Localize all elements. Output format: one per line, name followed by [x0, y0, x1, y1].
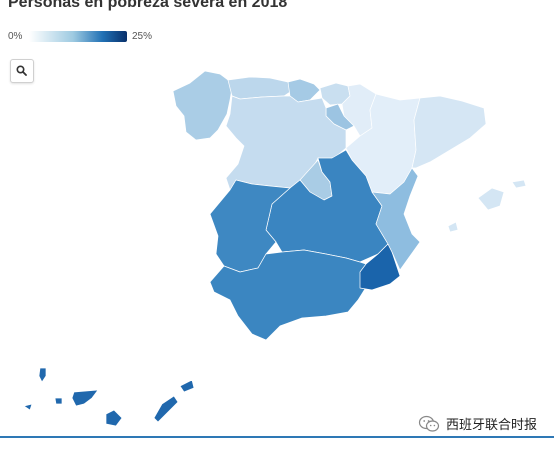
- region-canarias-fuerteventura[interactable]: [153, 395, 179, 423]
- region-canarias-tenerife[interactable]: [71, 389, 99, 407]
- region-comunitat-valenciana[interactable]: [371, 167, 421, 271]
- legend-max-label: 25%: [132, 31, 153, 42]
- region-canarias-el-hierro[interactable]: [23, 403, 33, 411]
- zoom-button[interactable]: [10, 59, 34, 83]
- legend-min-label: 0%: [8, 31, 23, 42]
- region-illes-balears-menorca[interactable]: [511, 179, 527, 189]
- bottom-divider: [0, 436, 554, 438]
- region-galicia[interactable]: [172, 70, 233, 141]
- region-canarias-gran-canaria[interactable]: [105, 409, 123, 427]
- legend-color-scale: [29, 31, 127, 42]
- region-canarias-la-palma[interactable]: [38, 367, 47, 383]
- region-extremadura[interactable]: [209, 179, 291, 273]
- search-icon: [16, 65, 27, 76]
- page-title: Personas en pobreza severa en 2018: [8, 0, 288, 11]
- region-canarias-lanzarote[interactable]: [179, 379, 195, 393]
- region-andalucia[interactable]: [209, 249, 379, 341]
- region-canarias-la-gomera[interactable]: [54, 397, 63, 405]
- region-illes-balears-mallorca[interactable]: [477, 187, 505, 211]
- region-illes-balears-ibiza[interactable]: [447, 221, 459, 233]
- region-cataluna[interactable]: [411, 95, 487, 169]
- watermark-text: 西班牙联合时报: [446, 417, 538, 432]
- wechat-icon: [418, 415, 440, 432]
- watermark: 西班牙联合时报: [418, 414, 537, 433]
